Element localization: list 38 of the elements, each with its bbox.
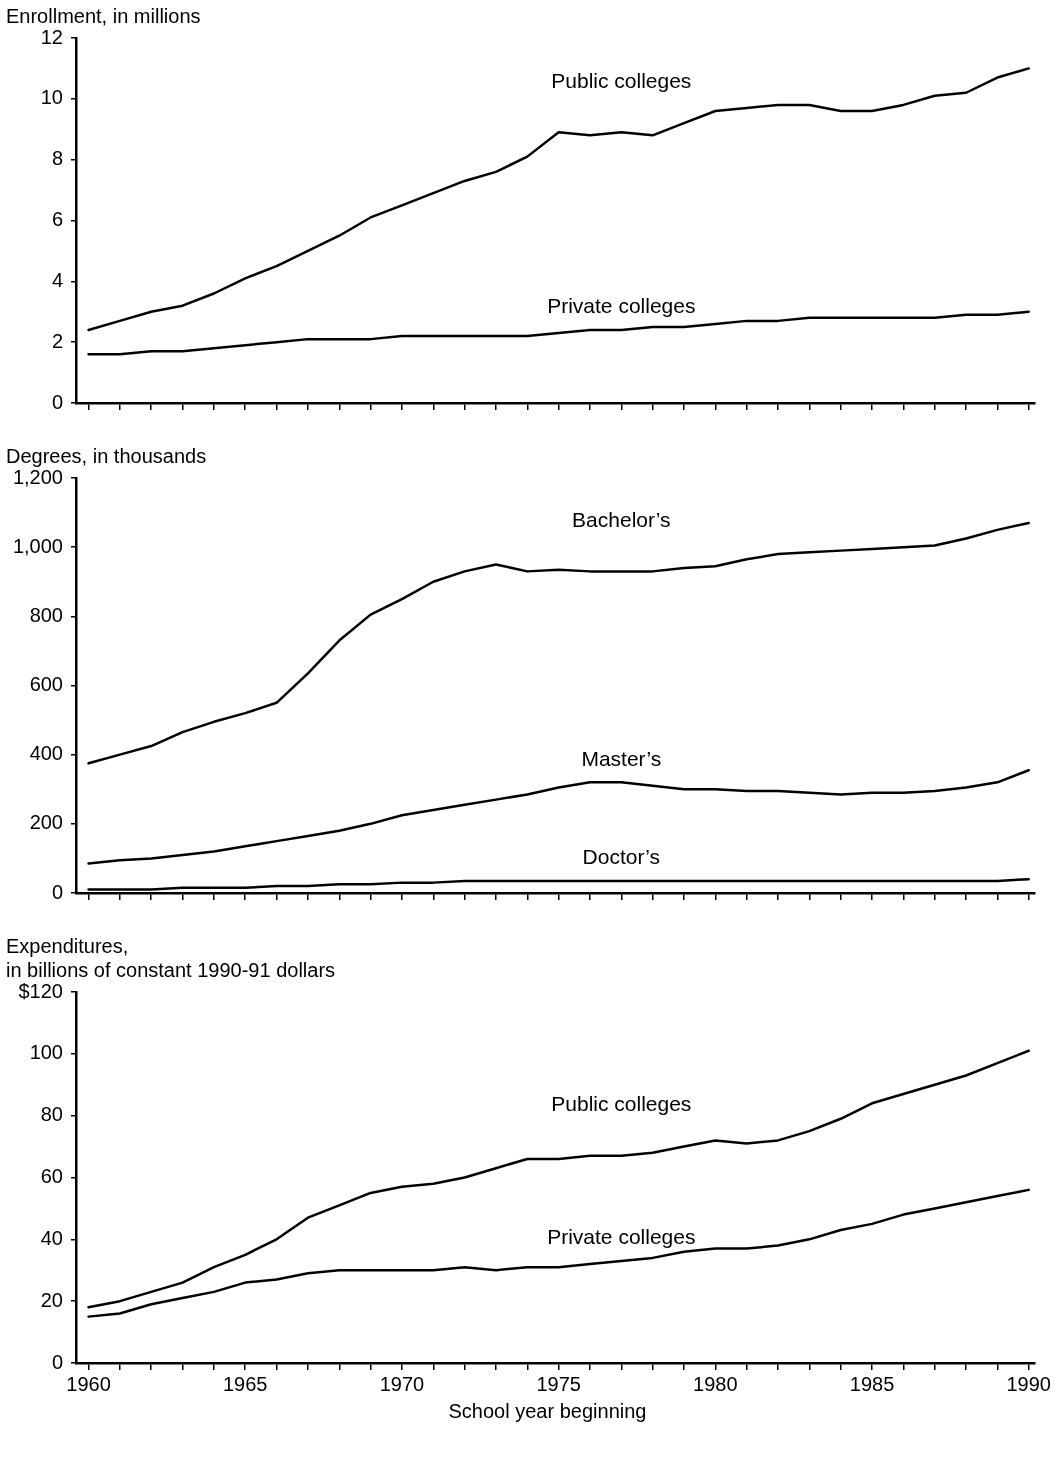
x-tick-label: 1990 xyxy=(1006,1372,1051,1395)
y-tick-label: 200 xyxy=(29,811,63,834)
x-tick-label: 1980 xyxy=(693,1372,738,1395)
x-axis-title: School year beginning xyxy=(447,1400,648,1423)
series-label: Private colleges xyxy=(547,294,696,318)
y-tick-label: 400 xyxy=(29,742,63,765)
y-axis-title: Expenditures, in billions of constant 1990-91 dollars xyxy=(6,934,336,982)
y-tick-label: 40 xyxy=(40,1226,63,1249)
y-tick-label: 60 xyxy=(40,1165,63,1188)
x-tick-label: 1975 xyxy=(536,1372,581,1395)
series-label: Private colleges xyxy=(547,1225,696,1249)
series-label: Public colleges xyxy=(551,68,692,92)
x-tick-label: 1985 xyxy=(849,1372,895,1395)
y-tick-label: 80 xyxy=(40,1103,63,1126)
y-tick-label: 1,000 xyxy=(12,534,63,557)
y-tick-label: 20 xyxy=(40,1288,63,1311)
x-tick-label: 1960 xyxy=(66,1372,111,1395)
x-tick-label: 1965 xyxy=(222,1372,268,1395)
y-axis-title: Enrollment, in millions xyxy=(6,4,201,28)
y-tick-label: 800 xyxy=(29,603,63,626)
y-tick-label: 12 xyxy=(40,25,63,48)
series-label: Master’s xyxy=(581,746,662,770)
y-tick-label: 6 xyxy=(51,208,63,231)
y-tick-label: 2 xyxy=(51,329,63,352)
series-label: Bachelor’s xyxy=(572,507,671,531)
y-tick-label: 0 xyxy=(51,390,63,413)
y-tick-label: 600 xyxy=(29,673,63,696)
y-tick-label: 0 xyxy=(51,1350,63,1373)
y-tick-label: 8 xyxy=(51,147,63,170)
x-tick-label: 1970 xyxy=(379,1372,425,1395)
series-label: Public colleges xyxy=(551,1092,692,1116)
y-tick-label: 10 xyxy=(40,86,63,109)
y-tick-label: 4 xyxy=(51,268,63,291)
y-tick-label: 100 xyxy=(29,1041,63,1064)
series-label: Doctor’s xyxy=(582,845,661,869)
y-tick-label: $120 xyxy=(18,979,63,1002)
y-tick-label: 0 xyxy=(51,880,63,903)
y-axis-title: Degrees, in thousands xyxy=(6,444,207,468)
